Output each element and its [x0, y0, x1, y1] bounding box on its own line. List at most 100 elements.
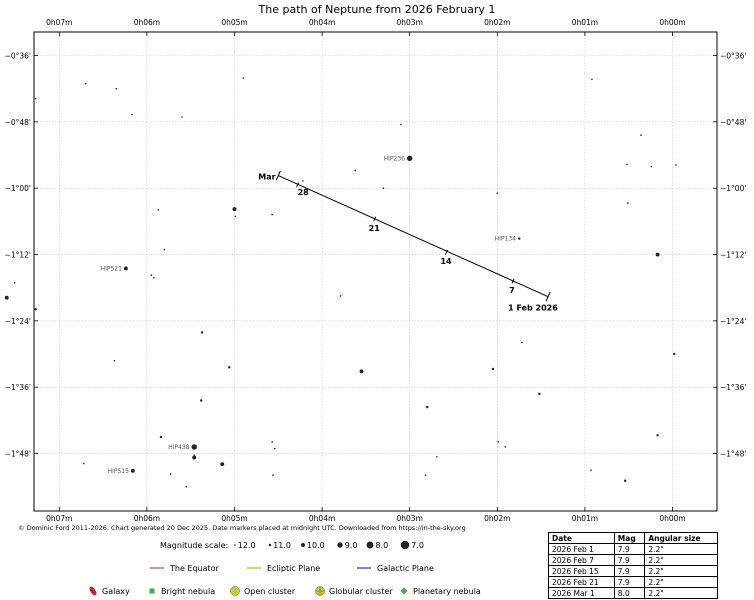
table-cell: 7.9: [613, 576, 646, 588]
star-point: [673, 352, 676, 356]
star-point: [169, 473, 172, 475]
star-label: HIP515: [108, 468, 130, 475]
star-point: [655, 252, 660, 257]
y-tick-label-right: −1°00': [720, 184, 746, 193]
legend-object-label: Open cluster: [244, 587, 296, 596]
y-tick-label-right: −0°36': [720, 52, 746, 61]
star-point: [626, 163, 628, 166]
star-point: [650, 165, 653, 168]
star-label: HIP521: [101, 265, 123, 272]
date-label: 28: [298, 188, 310, 197]
star-point: [13, 281, 16, 284]
x-tick-label-top: 0h03m: [397, 18, 423, 27]
y-tick-label-left: −1°00': [5, 184, 31, 193]
star-point: [220, 462, 225, 467]
x-tick-label-bottom: 0h05m: [221, 514, 247, 523]
star-point: [590, 469, 592, 471]
legend-object-label: Galaxy: [102, 587, 130, 596]
y-tick-label-right: −1°24': [720, 317, 746, 326]
star-point: [185, 485, 188, 488]
table-cell: 7.9: [613, 543, 646, 555]
x-tick-label-top: 0h02m: [484, 18, 510, 27]
date-marker: [275, 170, 281, 181]
table-cell: 2026 Feb 15: [548, 565, 615, 577]
star-point: [113, 359, 116, 362]
legend-object-label: Planetary nebula: [413, 587, 481, 596]
star-point: [153, 276, 155, 279]
star-point: [407, 155, 413, 162]
magnitude-label: 8.0: [375, 541, 388, 550]
magnitude-dot: [234, 544, 236, 546]
star-point: [496, 192, 499, 194]
star-point: [591, 78, 593, 81]
table-cell: 2.2": [644, 543, 718, 555]
date-marker: [373, 216, 377, 222]
date-marker: [545, 291, 551, 302]
star-point: [273, 447, 276, 450]
star-point: [242, 77, 245, 79]
star-point: [382, 187, 385, 189]
star-point: [34, 308, 37, 311]
y-tick-label-left: −1°12': [5, 251, 31, 260]
star-point: [192, 455, 197, 460]
table-header-cell: Mag: [613, 532, 646, 544]
date-label: 7: [509, 286, 515, 295]
star-label: HIP134: [495, 236, 517, 243]
star-field: HIP236 HIP134 HIP521 HIP438 HIP515: [4, 77, 677, 488]
table-row: 2026 Feb 1 7.9 2.2": [548, 543, 718, 555]
star-point: [84, 82, 87, 85]
table-cell: 7.9: [613, 554, 646, 566]
star-point: [426, 405, 429, 409]
x-tick-label-top: 0h04m: [309, 18, 335, 27]
date-marker: [296, 182, 300, 188]
x-tick-label-bottom: 0h04m: [309, 514, 335, 523]
star-point: [623, 479, 627, 482]
magnitude-label: 10.0: [307, 541, 325, 550]
table-row: 2026 Mar 1 8.0 2.2": [548, 587, 718, 599]
date-label: 1 Feb 2026: [508, 304, 558, 313]
star-point: [339, 295, 342, 297]
position-table: Date Mag Angular size 2026 Feb 1 7.9 2.2" 202…: [548, 532, 718, 599]
star-point: [640, 134, 642, 136]
x-tick-label-top: 0h06m: [134, 18, 160, 27]
grid: [34, 32, 717, 511]
star-point: [200, 399, 203, 402]
planetary-nebula-icon: [400, 587, 408, 595]
table-cell: 2026 Feb 7: [548, 554, 615, 566]
plot-frame: [33, 31, 718, 512]
star-point: [4, 295, 9, 300]
legend-line-label: Galactic Plane: [377, 564, 434, 573]
table-cell: 2.2": [644, 576, 718, 588]
star-point: [497, 441, 499, 443]
star-point: [400, 123, 402, 126]
date-label: Mar: [258, 173, 275, 182]
star-point: [163, 248, 166, 251]
position-table-container: Date Mag Angular size 2026 Feb 1 7.9 2.2" 202…: [548, 532, 718, 599]
date-label: 21: [369, 224, 381, 233]
star-point: [656, 434, 659, 437]
star-point: [436, 456, 438, 458]
table-cell: 2026 Feb 1: [548, 543, 615, 555]
date-marker: [445, 249, 448, 255]
star-point: [123, 266, 128, 271]
x-tick-label-bottom: 0h02m: [484, 514, 510, 523]
star-point: [271, 441, 273, 443]
star-point: [504, 446, 506, 448]
bright-nebula-icon: [149, 588, 155, 594]
star-point: [159, 435, 163, 439]
table-row: 2026 Feb 21 7.9 2.2": [548, 576, 718, 588]
x-tick-label-bottom: 0h03m: [397, 514, 423, 523]
y-tick-label-left: −0°36': [5, 52, 31, 61]
magnitude-dot: [337, 542, 343, 548]
star-point: [157, 208, 160, 211]
star-label: HIP438: [168, 444, 190, 451]
table-cell: 2.2": [644, 587, 718, 599]
legend: Magnitude scale: 12.0 11.0 10.0 9.0 8.0 7.0 The…: [89, 540, 481, 596]
star-point: [359, 369, 364, 374]
table-cell: 2.2": [644, 554, 718, 566]
star-point: [200, 331, 204, 334]
axis-ticks: 0h07m 0h07m 0h06m 0h06m 0h05m 0h05m 0h04m 0h04m…: [5, 18, 747, 523]
star-point: [193, 454, 196, 456]
galaxy-icon: [89, 586, 97, 596]
x-tick-label-top: 0h07m: [46, 18, 72, 27]
